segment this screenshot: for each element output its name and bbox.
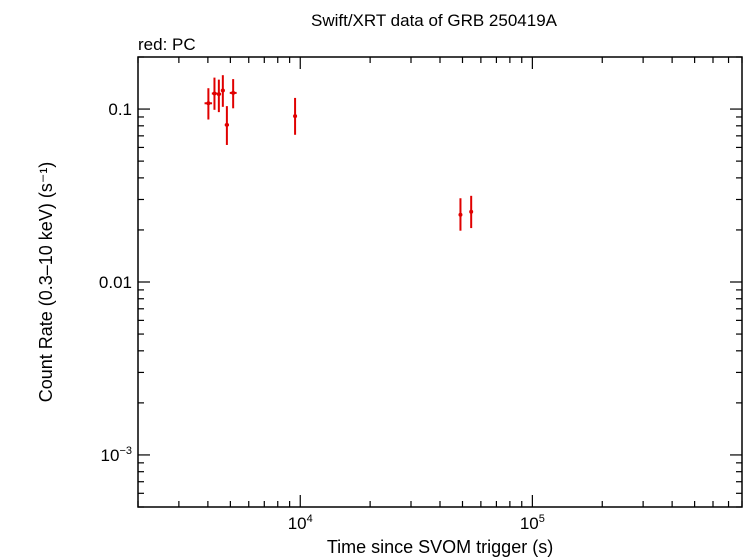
data-point (224, 106, 229, 145)
data-point (229, 79, 237, 109)
major-ticks (138, 57, 742, 507)
data-point (211, 77, 218, 110)
data-point (216, 79, 222, 113)
point-marker (212, 91, 217, 96)
point-marker (216, 92, 221, 97)
x-axis-label: Time since SVOM trigger (s) (327, 537, 553, 557)
y-tick-label: 0.1 (108, 100, 132, 119)
point-marker (293, 114, 298, 119)
y-tick-label: 0.01 (99, 273, 132, 292)
x-tick-label: 105 (520, 513, 545, 533)
y-tick-labels: 0.1 0.01 10−3 (99, 100, 132, 465)
x-tick-label: 104 (288, 513, 313, 533)
data-point (469, 195, 474, 229)
data-points (204, 75, 474, 231)
minor-ticks (137, 56, 743, 508)
point-marker (224, 122, 229, 127)
y-tick-label: 10−3 (101, 445, 132, 465)
point-marker (220, 88, 225, 93)
plot-frame (137, 56, 743, 508)
point-marker (458, 212, 463, 217)
x-tick-labels: 104 105 (288, 513, 545, 533)
data-point (220, 75, 225, 107)
y-axis-label: Count Rate (0.3–10 keV) (s⁻¹) (36, 162, 56, 403)
data-point (293, 97, 298, 135)
data-point (458, 198, 463, 231)
chart-subtitle: red: PC (138, 35, 196, 54)
point-marker (231, 90, 236, 95)
data-point (204, 88, 213, 120)
point-marker (469, 209, 474, 214)
chart-title: Swift/XRT data of GRB 250419A (311, 11, 558, 30)
point-marker (206, 101, 211, 106)
